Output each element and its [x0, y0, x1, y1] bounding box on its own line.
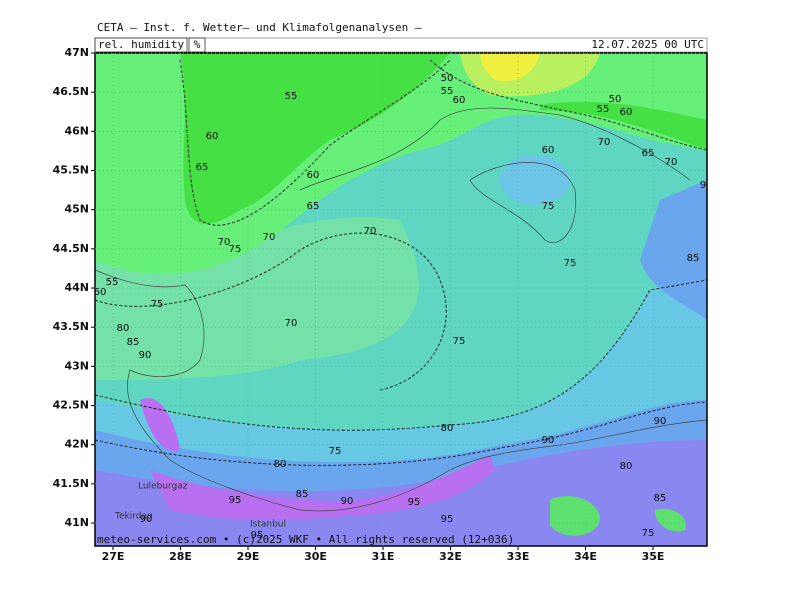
- contour-label: 50: [609, 94, 622, 105]
- place-name: Tekirdag: [114, 512, 153, 522]
- contour-label: 75: [151, 299, 164, 310]
- lat-tick-label: 46.5N: [53, 85, 89, 98]
- lat-tick-label: 44N: [64, 281, 89, 294]
- lat-tick-label: 44.5N: [53, 242, 89, 255]
- lon-tick-label: 31E: [372, 550, 395, 563]
- lon-tick-label: 32E: [439, 550, 462, 563]
- field-box: [94, 37, 188, 53]
- lat-tick-label: 45.5N: [53, 164, 89, 177]
- contour-label: 80: [117, 323, 130, 334]
- field-70: [95, 217, 419, 380]
- lat-tick-label: 43.5N: [53, 320, 89, 333]
- datetime: 12.07.2025 00 UTC: [591, 38, 704, 51]
- lat-tick-label: 41N: [64, 516, 89, 529]
- contour-label: 85: [687, 253, 700, 264]
- field-95: [140, 398, 495, 520]
- contour-label: 70: [263, 232, 276, 243]
- contour-label: 75: [229, 244, 242, 255]
- contour-label: 75: [453, 336, 466, 347]
- contour-label: 90: [341, 496, 354, 507]
- contour-label: 55: [285, 91, 298, 102]
- contour-label: 55: [441, 86, 454, 97]
- field-name: rel. humidity: [98, 38, 184, 51]
- contour-line: [95, 401, 707, 466]
- lat-tick-label: 43N: [64, 359, 89, 372]
- contour-label: 60: [307, 170, 320, 181]
- field-45: [480, 53, 540, 82]
- contour-label: 90: [139, 350, 152, 361]
- lon-tick-label: 29E: [237, 550, 260, 563]
- place-name: Istanbul: [250, 520, 286, 530]
- contour-label: 60: [620, 107, 633, 118]
- contour-label: 65: [642, 148, 655, 159]
- contour-label: 55: [597, 104, 610, 115]
- contour-label: 70: [598, 137, 611, 148]
- field-80-crimea: [500, 155, 570, 205]
- lon-tick-label: 28E: [169, 550, 192, 563]
- contour-label: 95: [229, 495, 242, 506]
- contour-label: 9: [700, 180, 706, 191]
- unit: %: [194, 38, 201, 51]
- field-low-south: [550, 496, 686, 536]
- contour-label: 75: [564, 258, 577, 269]
- map-frame: [94, 52, 708, 547]
- coastline: [95, 269, 707, 512]
- lon-tick-label: 33E: [507, 550, 530, 563]
- contour-label: 65: [307, 201, 320, 212]
- field-55: [180, 53, 707, 224]
- credit: meteo-services.com • (c)2025 WKF • All r…: [97, 533, 514, 546]
- coastline: [299, 107, 691, 243]
- lat-tick-label: 42N: [64, 438, 89, 451]
- contour-label: 90: [654, 416, 667, 427]
- contour-label: 70: [285, 318, 298, 329]
- unit-box: [188, 37, 206, 53]
- lon-tick-label: 34E: [574, 550, 597, 563]
- contour-label: 75: [642, 528, 655, 539]
- lat-tick-label: 45N: [64, 203, 89, 216]
- contour-label: 60: [542, 145, 555, 156]
- lon-tick-label: 27E: [102, 550, 125, 563]
- contour-label: 80: [620, 461, 633, 472]
- place-name: Luleburgaz: [138, 482, 188, 492]
- contour-label: 75: [329, 446, 342, 457]
- contour-label: 55: [106, 277, 119, 288]
- lat-tick-label: 41.5N: [53, 477, 89, 490]
- contour-label: 70: [364, 226, 377, 237]
- lat-tick-label: 47N: [64, 46, 89, 59]
- contour-label: 90: [140, 514, 153, 525]
- contour-label: 90: [542, 435, 555, 446]
- contour-line: [429, 59, 707, 151]
- contour-label: 65: [196, 162, 209, 173]
- lon-tick-label: 35E: [642, 550, 665, 563]
- overlay: 47N 46.5N 46N 45.5N 45N 44.5N 44N 43.5N 43N 42.5N…: [53, 46, 707, 563]
- contour-label: 95: [441, 514, 454, 525]
- contour-label: 75: [542, 201, 555, 212]
- contour-label: 60: [453, 95, 466, 106]
- lon-tick-label: 30E: [304, 550, 327, 563]
- contour-label: 85: [127, 337, 140, 348]
- contour-label: 60: [94, 287, 107, 298]
- header-title: CETA — Inst. f. Wetter— und Klimafolgena…: [97, 21, 422, 34]
- humidity-field: [95, 53, 707, 546]
- contour-label: 95: [408, 497, 421, 508]
- contour-label: 80: [274, 459, 287, 470]
- lat-tick-label: 42.5N: [53, 399, 89, 412]
- contour-label: 70: [665, 157, 678, 168]
- contour-label: 60: [206, 131, 219, 142]
- contour-label: 95: [251, 530, 264, 541]
- contour-line: [179, 59, 451, 226]
- contour-label: 70: [218, 237, 231, 248]
- lat-tick-label: 46N: [64, 124, 89, 137]
- contour-label: 50: [441, 73, 454, 84]
- contour-label: 80: [441, 423, 454, 434]
- contour-label: 85: [654, 493, 667, 504]
- contour-label: 85: [296, 489, 309, 500]
